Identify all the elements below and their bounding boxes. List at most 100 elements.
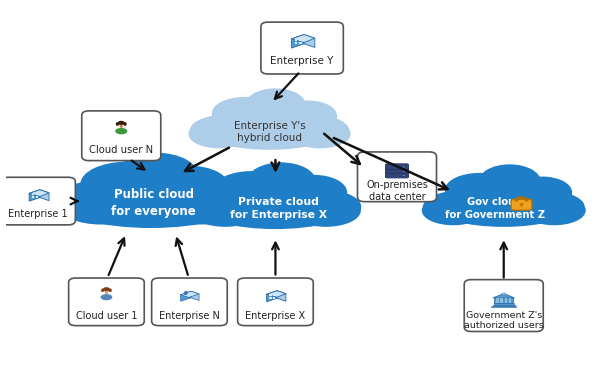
Ellipse shape (450, 176, 510, 204)
Ellipse shape (191, 114, 277, 146)
Text: Government Z's
authorized users: Government Z's authorized users (464, 311, 544, 330)
Ellipse shape (251, 165, 311, 199)
FancyBboxPatch shape (464, 280, 543, 332)
Ellipse shape (196, 191, 283, 223)
Polygon shape (299, 39, 302, 41)
Polygon shape (521, 204, 523, 207)
Ellipse shape (191, 189, 289, 224)
Polygon shape (36, 194, 38, 196)
Polygon shape (266, 291, 277, 302)
Ellipse shape (160, 186, 242, 224)
Ellipse shape (218, 174, 285, 206)
Ellipse shape (245, 89, 305, 123)
Ellipse shape (523, 196, 585, 224)
Ellipse shape (267, 116, 343, 144)
Text: Gov cloud
for Government Z: Gov cloud for Government Z (445, 197, 545, 220)
Polygon shape (493, 294, 515, 298)
Ellipse shape (429, 193, 507, 221)
FancyBboxPatch shape (496, 298, 499, 303)
Ellipse shape (212, 98, 279, 129)
Text: Enterprise 1: Enterprise 1 (8, 209, 68, 219)
Polygon shape (295, 42, 298, 44)
Ellipse shape (527, 198, 581, 223)
Text: Enterprise Y's
hybrid cloud: Enterprise Y's hybrid cloud (233, 121, 305, 143)
Ellipse shape (155, 169, 224, 205)
Ellipse shape (191, 195, 259, 226)
Ellipse shape (280, 102, 336, 130)
Polygon shape (32, 194, 34, 196)
Ellipse shape (193, 122, 245, 146)
Ellipse shape (115, 128, 127, 134)
Polygon shape (269, 294, 272, 296)
FancyBboxPatch shape (385, 168, 409, 174)
Ellipse shape (70, 178, 232, 224)
Ellipse shape (262, 114, 348, 146)
Polygon shape (292, 35, 304, 48)
Ellipse shape (127, 179, 246, 223)
Ellipse shape (195, 197, 255, 224)
FancyBboxPatch shape (509, 298, 511, 303)
FancyBboxPatch shape (493, 305, 515, 306)
Text: Public cloud
for everyone: Public cloud for everyone (112, 188, 196, 218)
FancyBboxPatch shape (505, 298, 507, 303)
Ellipse shape (513, 177, 571, 208)
Ellipse shape (189, 120, 249, 147)
Ellipse shape (203, 111, 336, 149)
Ellipse shape (436, 187, 572, 226)
Text: On-premises
data center: On-premises data center (366, 180, 428, 202)
Ellipse shape (495, 191, 584, 223)
Polygon shape (273, 297, 275, 299)
Polygon shape (185, 291, 187, 295)
Polygon shape (32, 196, 34, 198)
Text: Cloud user 1: Cloud user 1 (76, 311, 137, 321)
Ellipse shape (403, 175, 404, 176)
FancyBboxPatch shape (238, 278, 313, 326)
Ellipse shape (64, 188, 137, 221)
Ellipse shape (103, 287, 110, 291)
Ellipse shape (101, 294, 112, 300)
Polygon shape (269, 297, 272, 299)
Ellipse shape (247, 163, 316, 202)
Ellipse shape (116, 122, 119, 126)
Polygon shape (29, 190, 49, 197)
Ellipse shape (502, 293, 506, 294)
Ellipse shape (118, 122, 124, 126)
Ellipse shape (424, 191, 512, 223)
Ellipse shape (59, 175, 243, 227)
Ellipse shape (134, 182, 239, 220)
Ellipse shape (209, 188, 342, 226)
Text: Enterprise N: Enterprise N (159, 311, 220, 321)
Polygon shape (40, 190, 49, 201)
FancyBboxPatch shape (385, 172, 409, 178)
Ellipse shape (165, 188, 238, 221)
Ellipse shape (56, 179, 175, 223)
Polygon shape (295, 39, 298, 41)
Ellipse shape (446, 174, 514, 206)
FancyBboxPatch shape (511, 199, 532, 210)
Ellipse shape (479, 165, 541, 200)
Polygon shape (304, 35, 315, 47)
Ellipse shape (282, 176, 346, 209)
Ellipse shape (268, 191, 355, 223)
Ellipse shape (292, 195, 360, 226)
Polygon shape (181, 291, 199, 297)
Ellipse shape (427, 198, 481, 223)
Ellipse shape (482, 167, 536, 197)
Ellipse shape (296, 197, 356, 224)
Ellipse shape (101, 288, 104, 292)
FancyBboxPatch shape (500, 298, 503, 303)
Ellipse shape (119, 126, 123, 128)
FancyBboxPatch shape (491, 306, 516, 308)
Ellipse shape (63, 182, 168, 220)
FancyBboxPatch shape (261, 22, 343, 74)
Ellipse shape (115, 154, 198, 200)
FancyBboxPatch shape (82, 111, 161, 161)
Text: Enterprise X: Enterprise X (245, 311, 305, 321)
Polygon shape (299, 42, 302, 44)
Ellipse shape (121, 156, 193, 197)
Ellipse shape (403, 171, 404, 172)
Ellipse shape (87, 165, 167, 203)
Ellipse shape (517, 179, 568, 206)
Ellipse shape (103, 288, 109, 292)
FancyBboxPatch shape (494, 298, 514, 303)
